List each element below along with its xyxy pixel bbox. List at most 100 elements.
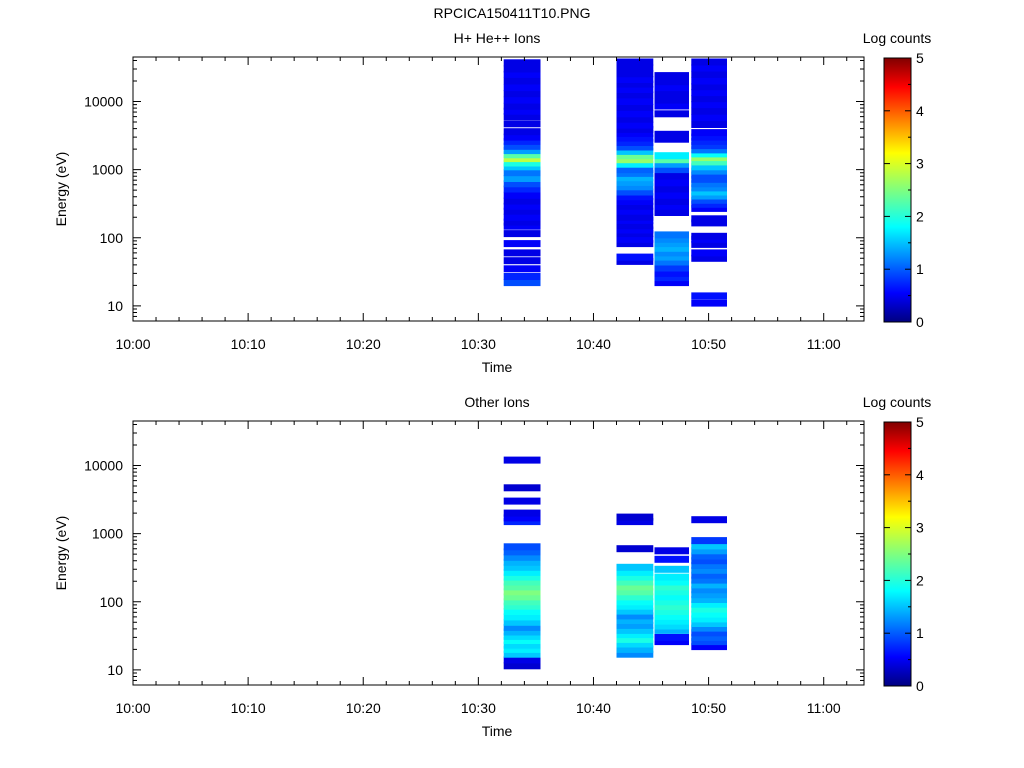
heatmap-cell — [503, 650, 541, 658]
heatmap-cell — [503, 608, 541, 615]
colorbar-ticks: 0 1 2 3 4 5 — [884, 414, 924, 694]
heatmap-cell — [691, 70, 727, 78]
heatmap-cell — [691, 605, 727, 613]
heatmap-cell — [654, 156, 689, 164]
heatmap-cell — [503, 623, 541, 631]
heatmap-cell — [503, 222, 541, 230]
heatmap-cell — [691, 58, 727, 66]
heatmap-cell — [691, 89, 727, 97]
heatmap-cell — [616, 125, 654, 133]
heatmap-cell — [503, 169, 541, 177]
heatmap-cell — [691, 204, 727, 212]
heatmap-cell — [616, 174, 654, 182]
heatmap-cell — [654, 110, 689, 118]
x-axis-label: Time — [482, 359, 513, 375]
y-axis-label: Energy (eV) — [53, 516, 69, 591]
plot-frame — [132, 56, 865, 322]
heatmap-cell — [616, 207, 654, 215]
heatmap-cell — [503, 641, 541, 649]
heatmap-cell — [654, 84, 689, 92]
x-axis-label: Time — [482, 723, 513, 739]
heatmap-cell — [616, 635, 654, 643]
heatmap-cell — [503, 155, 541, 163]
colorbar-tick-label: 0 — [916, 678, 924, 694]
heatmap-cell — [616, 193, 654, 201]
heatmap-cell — [691, 129, 727, 137]
heatmap-cell — [654, 179, 689, 187]
heatmap-cell — [503, 568, 541, 576]
heatmap-cell — [503, 159, 541, 167]
colorbar-tick-label: 2 — [916, 572, 924, 588]
heatmap-cell — [654, 185, 689, 193]
y-tick-label: 1000 — [92, 162, 123, 178]
heatmap-cell — [616, 593, 654, 601]
heatmap-cell — [691, 107, 727, 115]
x-tick-label: 10:50 — [691, 336, 726, 352]
heatmap-cell — [654, 253, 689, 261]
heatmap-cell — [616, 103, 654, 111]
heatmap-cell — [503, 213, 541, 221]
heatmap-cell — [616, 631, 654, 639]
heatmap-cell — [616, 80, 654, 88]
heatmap-cells — [503, 58, 727, 307]
heatmap-cell — [616, 222, 654, 230]
heatmap-cell — [616, 91, 654, 99]
heatmap-cell — [616, 513, 654, 521]
heatmap-cell — [654, 626, 689, 634]
heatmap-cell — [616, 160, 654, 168]
panel-title: H+ He++ Ions — [454, 30, 541, 46]
heatmap-cell — [691, 188, 727, 196]
heatmap-cell — [691, 581, 727, 589]
heatmap-cell — [616, 58, 654, 66]
x-tick-label: 10:10 — [231, 336, 266, 352]
heatmap-cell — [691, 163, 727, 171]
heatmap-cell — [616, 64, 654, 72]
heatmap-cell — [691, 171, 727, 179]
heatmap-cell — [654, 279, 689, 287]
heatmap-cell — [691, 610, 727, 618]
heatmap-cell — [616, 607, 654, 615]
heatmap-cell — [691, 196, 727, 204]
heatmap-cell — [691, 254, 727, 262]
heatmap-cell — [691, 240, 727, 248]
heatmap-cell — [616, 98, 654, 105]
heatmap-cell — [616, 213, 654, 221]
heatmap-cell — [691, 249, 727, 257]
heatmap-cell — [616, 640, 654, 648]
heatmap-cell — [654, 135, 689, 143]
heatmap-cell — [691, 576, 727, 584]
colorbar-label: Log counts — [863, 394, 932, 410]
heatmap-cell — [654, 249, 689, 257]
heatmap-cell — [616, 598, 654, 606]
heatmap-cell — [691, 633, 727, 641]
heatmap-cell — [654, 240, 689, 248]
heatmap-cell — [616, 147, 654, 155]
heatmap-cell — [654, 90, 689, 98]
axes: 10:00 10:10 10:20 10:30 10:40 10:50 11:00 10 100… — [84, 57, 864, 352]
heatmap-cell — [654, 244, 689, 252]
colorbar-label: Log counts — [863, 30, 932, 46]
heatmap-cell — [654, 191, 689, 199]
heatmap-cell — [503, 191, 541, 199]
heatmap-cell — [616, 115, 654, 123]
heatmap-cell — [503, 240, 541, 248]
heatmap-cell — [616, 134, 654, 142]
heatmap-cell — [503, 65, 541, 73]
heatmap-cell — [691, 158, 727, 166]
heatmap-cell — [691, 137, 727, 145]
heatmap-cell — [616, 230, 654, 238]
colorbar-tick-label: 1 — [916, 625, 924, 641]
heatmap-cell — [691, 146, 727, 154]
y-tick-label: 10000 — [84, 94, 123, 110]
page-title: RPCICA150411T10.PNG — [433, 5, 591, 21]
y-tick-label: 10 — [107, 662, 123, 678]
heatmap-cell — [503, 107, 541, 115]
heatmap-cell — [654, 96, 689, 104]
heatmap-cell — [503, 96, 541, 104]
heatmap-cell — [503, 618, 541, 626]
x-tick-label: 10:40 — [576, 700, 611, 716]
heatmap-cell — [616, 121, 654, 129]
heatmap-cell — [616, 583, 654, 591]
heatmap-cell — [503, 70, 541, 78]
heatmap-cell — [691, 557, 727, 565]
